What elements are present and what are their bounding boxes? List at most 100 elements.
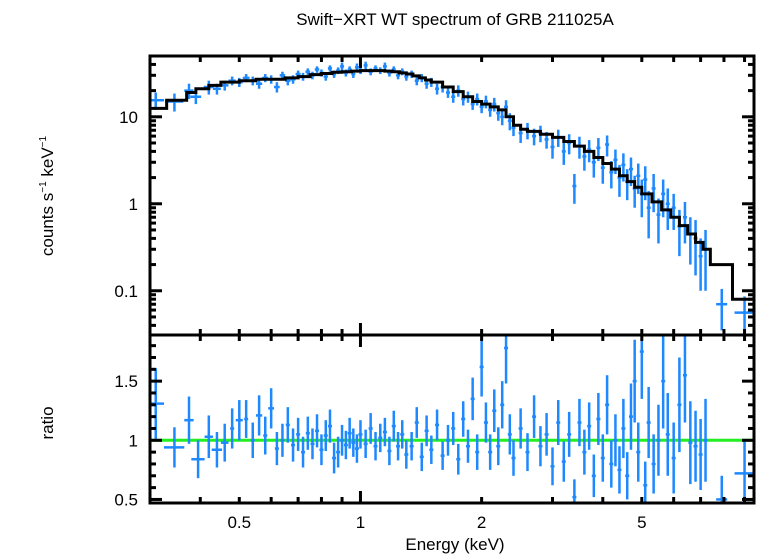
ratio-point — [347, 417, 352, 449]
data-point — [305, 68, 311, 76]
ratio-point — [643, 461, 648, 503]
ratio-point — [496, 427, 501, 466]
ratio-point — [319, 434, 324, 466]
data-point — [661, 179, 666, 218]
data-point — [621, 153, 626, 182]
ratio-point — [184, 396, 194, 444]
data-point — [314, 66, 320, 73]
ratio-point — [435, 409, 440, 441]
ratio-point — [440, 441, 445, 470]
ratio-point — [636, 422, 641, 482]
ratio-point — [296, 417, 301, 451]
ratio-point — [621, 398, 626, 459]
ratio-point — [327, 409, 332, 443]
axes-frame — [148, 54, 756, 505]
ratio-point — [343, 430, 348, 460]
ratio-point — [414, 407, 419, 438]
ratio-point — [382, 417, 387, 447]
data-point — [327, 65, 333, 72]
ratio-point — [582, 429, 587, 475]
data-point — [716, 288, 728, 331]
ratio-point — [518, 408, 523, 449]
chart-title: Swift−XRT WT spectrum of GRB 211025A — [296, 10, 614, 29]
ratio-point — [230, 408, 235, 449]
data-point — [639, 179, 644, 218]
ratio-point — [488, 434, 493, 470]
ratio-point — [682, 335, 687, 423]
ratio-point — [651, 434, 656, 494]
ratio-point — [475, 434, 480, 470]
ylabel-sup: −1 — [38, 181, 49, 193]
data-point — [500, 109, 505, 126]
ratio-point — [451, 411, 456, 446]
ratio-point — [504, 335, 509, 384]
ratio-point — [716, 475, 728, 503]
data-point — [451, 91, 456, 103]
ratio-point — [671, 422, 676, 494]
ratio-point — [511, 440, 516, 476]
data-point — [577, 136, 582, 159]
ylabel-sup: −1 — [38, 135, 49, 147]
spectrum-model-series — [150, 69, 754, 301]
ratio-point — [358, 420, 363, 449]
ratio-point — [639, 335, 644, 399]
ratio-point — [600, 434, 605, 482]
ratio-point — [305, 416, 310, 450]
ratio-point — [163, 427, 185, 468]
ratio-point — [596, 392, 601, 446]
y-axis-label-ratio: ratio — [38, 406, 57, 439]
ratio-point — [378, 423, 383, 453]
data-point — [636, 163, 641, 194]
ratio-point — [538, 426, 543, 467]
ratio-point — [479, 337, 484, 397]
ratio-point — [609, 440, 614, 488]
data-point — [492, 97, 497, 112]
y-tick-label-spectrum: 10 — [119, 108, 138, 127]
data-point — [671, 193, 676, 230]
ratio-point — [396, 432, 401, 461]
ratio-point — [391, 410, 396, 442]
ratio-point — [703, 398, 708, 482]
ratio-point — [332, 442, 337, 474]
data-point — [340, 62, 345, 71]
ratio-point — [605, 375, 610, 435]
ylabel-part: counts s — [38, 193, 57, 256]
ratio-point — [628, 383, 633, 450]
y-axis-label-spectrum: counts s−1 keV−1 — [38, 135, 57, 256]
ratio-point — [274, 432, 279, 466]
ratio-point — [613, 414, 618, 467]
ratio-point — [465, 429, 470, 463]
ratio-point — [211, 432, 223, 468]
ratio-point — [470, 377, 475, 421]
x-tick-label: 1 — [356, 513, 365, 532]
ratio-point — [532, 395, 537, 438]
ratio-point — [220, 423, 229, 462]
ratio-point — [387, 436, 392, 466]
data-point — [445, 87, 450, 98]
data-point — [698, 238, 703, 291]
ratio-point — [507, 414, 512, 455]
tick-labels: 0.5 1 2 5 0.1 1 10 0.5 1 1.5 — [114, 108, 646, 532]
ratio-point — [263, 416, 268, 455]
data-point — [567, 134, 572, 155]
ratio-point — [587, 402, 592, 450]
ratio-point — [291, 428, 296, 462]
ratio-point — [336, 436, 341, 468]
ratio-point — [550, 447, 555, 486]
ratio-point — [285, 407, 290, 443]
ylabel-part: keV — [38, 147, 57, 182]
x-axis-label: Energy (keV) — [405, 535, 504, 554]
ratio-point — [525, 433, 530, 472]
ratio-point — [617, 446, 622, 494]
ratio-data-series — [150, 335, 754, 503]
ratio-point — [235, 400, 243, 441]
ratio-point — [429, 435, 434, 464]
data-point — [646, 191, 651, 239]
ratio-point — [363, 429, 368, 459]
ratio-point — [250, 422, 255, 459]
data-point — [274, 82, 280, 93]
ratio-point — [572, 479, 577, 503]
x-tick-label: 5 — [637, 513, 646, 532]
data-point — [255, 79, 263, 89]
